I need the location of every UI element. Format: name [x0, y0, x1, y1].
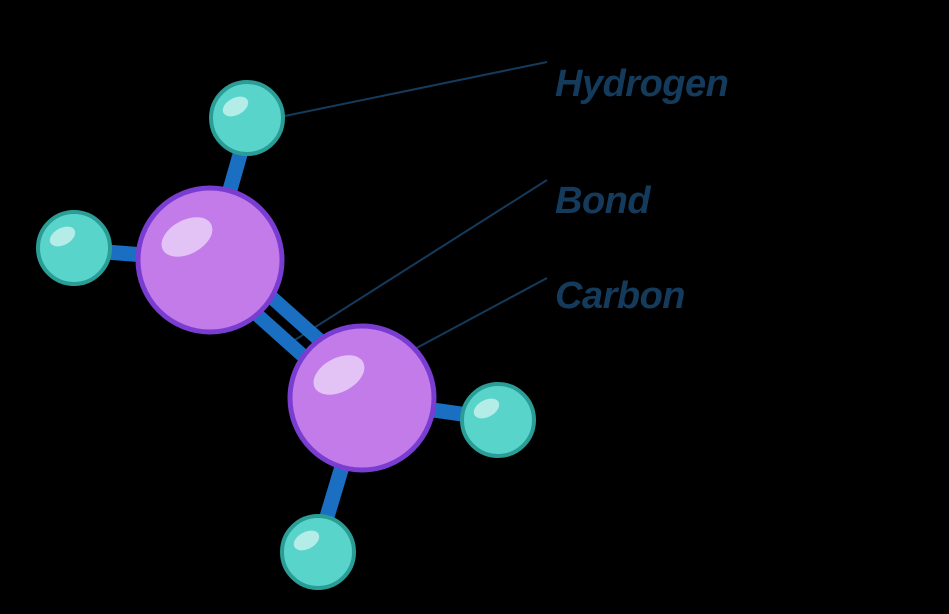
molecule-diagram: [0, 0, 949, 614]
atom-c1: [138, 188, 282, 332]
atom-h4: [282, 516, 354, 588]
leader-lines-group: [275, 62, 547, 373]
leader-line: [275, 62, 547, 118]
leader-line: [287, 180, 547, 345]
label-carbon: Carbon: [555, 275, 685, 318]
label-bond: Bond: [555, 180, 650, 223]
atom-h2: [38, 212, 110, 284]
atom-h3: [462, 384, 534, 456]
atom-c2: [290, 326, 434, 470]
atom-h1: [211, 82, 283, 154]
bonds-group: [80, 130, 490, 540]
label-hydrogen: Hydrogen: [555, 63, 728, 106]
